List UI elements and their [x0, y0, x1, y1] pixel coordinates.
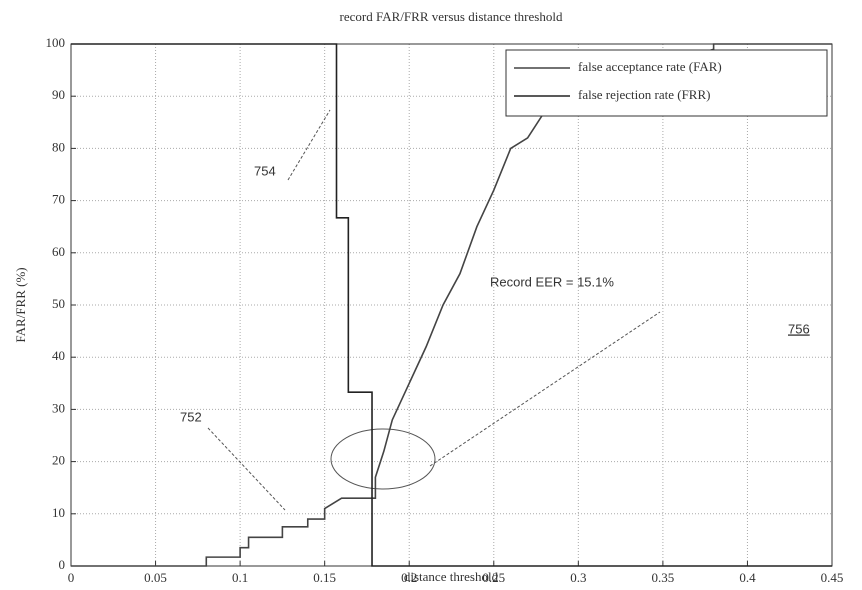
- x-tick-label: 0.15: [313, 570, 336, 585]
- y-tick-label: 80: [52, 139, 65, 154]
- x-axis-label: distance threshold: [404, 569, 499, 584]
- chart-title: record FAR/FRR versus distance threshold: [340, 9, 563, 24]
- x-tick-label: 0.25: [482, 570, 505, 585]
- series-line: [71, 43, 832, 567]
- leader-line: [429, 311, 661, 467]
- y-tick-label: 60: [52, 244, 65, 259]
- x-tick-label: 0.4: [739, 570, 756, 585]
- y-tick-label: 30: [52, 400, 65, 415]
- annotation: 754: [254, 163, 276, 178]
- y-tick-label: 0: [59, 557, 66, 572]
- x-tick-label: 0.2: [401, 570, 417, 585]
- eer-ellipse: [330, 428, 436, 490]
- y-tick-label: 20: [52, 453, 65, 468]
- y-tick-label: 50: [52, 296, 65, 311]
- y-tick-label: 10: [52, 505, 65, 520]
- annotation: Record EER = 15.1%: [490, 274, 614, 289]
- y-tick-label: 70: [52, 192, 65, 207]
- legend-label: false rejection rate (FRR): [578, 87, 710, 102]
- x-tick-label: 0.05: [144, 570, 167, 585]
- annotation: 752: [180, 409, 202, 424]
- x-tick-label: 0.45: [821, 570, 844, 585]
- leader-line: [207, 427, 286, 511]
- annotation: 756: [788, 321, 810, 336]
- leader-line: [287, 109, 331, 181]
- legend-label: false acceptance rate (FAR): [578, 59, 722, 74]
- x-tick-label: 0.35: [652, 570, 675, 585]
- legend-box: [505, 49, 828, 117]
- y-tick-label: 100: [46, 35, 66, 50]
- x-tick-label: 0: [68, 570, 75, 585]
- annotations: 754 752 Record EER = 15.1% 756: [180, 109, 810, 511]
- y-tick-label: 90: [52, 87, 65, 102]
- y-tick-label: 40: [52, 348, 65, 363]
- y-axis-label: FAR/FRR (%): [13, 267, 28, 342]
- x-tick-label: 0.1: [232, 570, 248, 585]
- x-tick-label: 0.3: [570, 570, 586, 585]
